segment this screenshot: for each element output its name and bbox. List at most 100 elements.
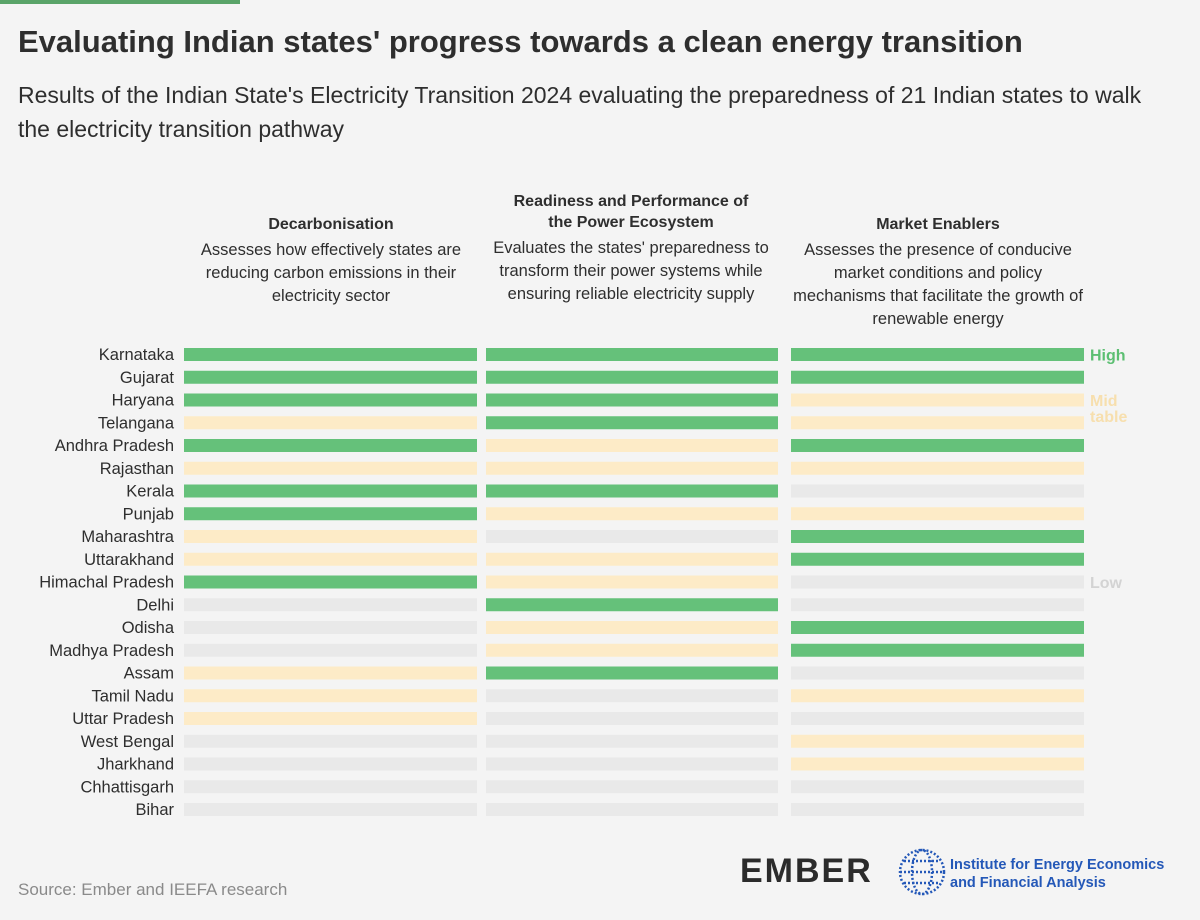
column-header-readiness: Readiness and Performance of the Power E…	[478, 191, 784, 306]
heatmap-cell	[791, 393, 1084, 407]
row-label: West Bengal	[81, 733, 174, 751]
heatmap-cell	[486, 348, 778, 361]
heatmap-cell	[791, 803, 1084, 816]
column-description: Assesses how effectively states are redu…	[200, 241, 462, 305]
heatmap-cell	[791, 461, 1084, 475]
row-label: Jharkhand	[97, 756, 174, 774]
column-header-market-enablers: Market Enablers Assesses the presence of…	[790, 214, 1086, 331]
heatmap-cell	[486, 689, 778, 703]
heatmap-cell	[791, 552, 1084, 566]
heatmap-cell	[184, 370, 477, 384]
row-label: Tamil Nadu	[91, 687, 174, 705]
heatmap-cell	[486, 507, 778, 521]
ieefa-logo-text: Institute for Energy Economics and Finan…	[950, 857, 1165, 891]
heatmap-cell	[486, 575, 778, 589]
row-label: Maharashtra	[81, 528, 174, 546]
row-label: Kerala	[126, 483, 175, 501]
row-label: Madhya Pradesh	[49, 642, 174, 660]
heatmap-cell	[486, 734, 778, 748]
heatmap-cell	[184, 461, 477, 475]
heatmap-cell	[184, 348, 477, 361]
heatmap-cell	[791, 712, 1084, 725]
heatmap-cell	[486, 598, 778, 612]
heatmap-cell	[184, 780, 477, 794]
heatmap-cell	[791, 348, 1084, 361]
column-header-decarbonisation: Decarbonisation Assesses how effectively…	[190, 214, 472, 308]
heatmap-cell	[486, 393, 778, 407]
heatmap-cell	[791, 507, 1084, 521]
heatmap-cell	[184, 484, 477, 498]
heatmap-cell	[486, 803, 778, 816]
heatmap-cell	[791, 780, 1084, 794]
heatmap-cell	[184, 575, 477, 589]
heatmap-cell	[791, 734, 1084, 748]
heatmap-cell	[791, 643, 1084, 657]
legend-low: Low	[1090, 575, 1123, 592]
heatmap-cell	[791, 370, 1084, 384]
column-description: Evaluates the states' preparedness to tr…	[493, 239, 769, 303]
heatmap-cell	[791, 757, 1084, 771]
heatmap-cell	[486, 484, 778, 498]
ieefa-globe-icon	[898, 848, 946, 896]
heatmap-cell	[791, 416, 1084, 430]
heatmap-cell	[184, 530, 477, 543]
heatmap-cell	[791, 666, 1084, 680]
heatmap-cell	[486, 757, 778, 771]
row-label: Chhattisgarh	[80, 778, 174, 796]
row-label: Punjab	[123, 505, 174, 523]
heatmap-cell	[486, 621, 778, 634]
heatmap-cell	[486, 461, 778, 475]
chart-subtitle: Results of the Indian State's Electricit…	[18, 82, 1142, 142]
chart-title: Evaluating Indian states' progress towar…	[18, 24, 1023, 59]
heatmap-cell	[184, 712, 477, 725]
heatmap-cell	[184, 643, 477, 657]
legend-mid: table	[1090, 409, 1127, 426]
heatmap-cell	[184, 507, 477, 521]
column-heading: Decarbonisation	[268, 216, 394, 233]
heatmap-cell	[791, 621, 1084, 634]
heatmap-cell	[184, 439, 477, 452]
row-label: Haryana	[112, 392, 175, 410]
heatmap-cell	[791, 439, 1084, 452]
heatmap-cell	[486, 780, 778, 794]
row-label: Bihar	[135, 801, 174, 819]
heatmap-cell	[791, 689, 1084, 703]
ember-logo: EMBER	[740, 852, 873, 890]
heatmap-cell	[791, 484, 1084, 498]
heatmap-cell	[184, 757, 477, 771]
row-label: Rajasthan	[100, 460, 174, 478]
heatmap-cell	[486, 666, 778, 680]
column-description: Assesses the presence of conducive marke…	[793, 241, 1083, 328]
heatmap-cell	[184, 734, 477, 748]
row-label: Uttar Pradesh	[72, 710, 174, 728]
row-label: Himachal Pradesh	[39, 574, 174, 592]
heatmap-cell	[791, 598, 1084, 612]
legend-high: High	[1090, 348, 1126, 365]
row-label: Odisha	[122, 619, 175, 637]
row-label: Delhi	[136, 596, 174, 614]
heatmap-cell	[791, 575, 1084, 589]
heatmap-cell	[184, 621, 477, 634]
row-label: Assam	[124, 665, 174, 683]
row-label: Gujarat	[120, 369, 175, 387]
row-label: Andhra Pradesh	[55, 437, 174, 455]
heatmap-cell	[184, 689, 477, 703]
heatmap-cell	[184, 416, 477, 430]
column-heading: Readiness and Performance of the Power E…	[513, 193, 749, 231]
heatmap-cell	[486, 530, 778, 543]
heatmap-cell	[184, 598, 477, 612]
heatmap-cell	[791, 530, 1084, 543]
row-label: Karnataka	[99, 346, 175, 364]
top-accent-bar	[0, 0, 240, 4]
heatmap-cell	[486, 439, 778, 452]
heatmap-cell	[184, 552, 477, 566]
source-note: Source: Ember and IEEFA research	[18, 880, 288, 899]
heatmap-cell	[184, 666, 477, 680]
heatmap-cell	[486, 552, 778, 566]
heatmap-cell	[486, 370, 778, 384]
row-label: Telangana	[98, 414, 175, 432]
heatmap-cell	[486, 712, 778, 725]
heatmap-cell	[184, 393, 477, 407]
column-heading: Market Enablers	[876, 216, 1000, 233]
